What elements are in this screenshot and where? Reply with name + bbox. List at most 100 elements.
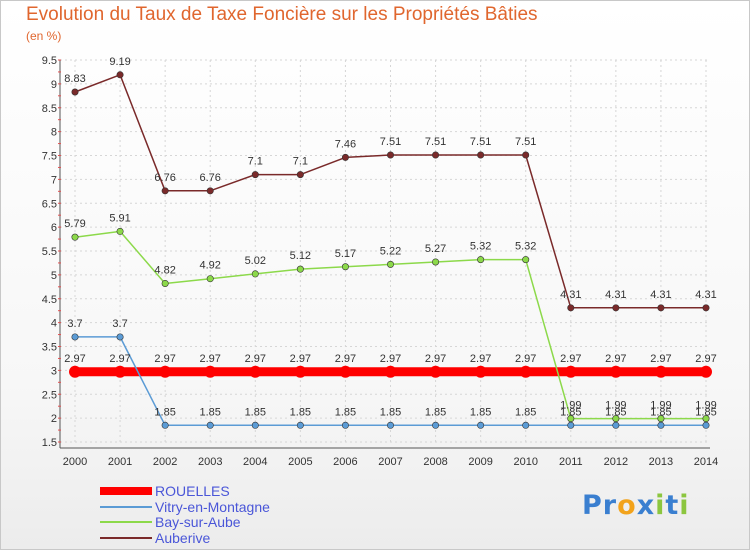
data-point-vitry-en-montagne [71, 333, 79, 341]
data-label-rouelles: 2.97 [245, 353, 266, 365]
data-label-vitry-en-montagne: 1.85 [380, 406, 401, 418]
data-label-vitry-en-montagne: 1.85 [650, 406, 671, 418]
data-label-vitry-en-montagne: 1.85 [335, 406, 356, 418]
data-point-bay-sur-aube [477, 256, 485, 264]
data-point-auberive [432, 151, 440, 159]
data-point-bay-sur-aube [657, 415, 665, 423]
data-label-rouelles: 2.97 [605, 353, 626, 365]
x-tick-label: 2007 [378, 456, 402, 468]
data-label-auberive: 7.51 [470, 136, 491, 148]
data-label-vitry-en-montagne: 1.85 [290, 406, 311, 418]
data-point-bay-sur-aube [251, 270, 259, 278]
proxiti-logo: Proxiti [582, 490, 690, 521]
data-label-rouelles: 2.97 [200, 353, 221, 365]
logo-letter: P [582, 490, 603, 521]
data-point-rouelles [159, 365, 172, 378]
y-tick-label: 8.5 [42, 103, 57, 115]
legend-swatch-auberive [100, 536, 152, 539]
data-point-bay-sur-aube [161, 279, 169, 287]
data-label-rouelles: 2.97 [695, 353, 716, 365]
y-tick-label: 4.5 [42, 294, 57, 306]
y-tick-label: 8 [51, 127, 57, 139]
data-label-bay-sur-aube: 5.12 [290, 250, 311, 262]
data-label-auberive: 7.1 [293, 156, 308, 168]
y-tick-label: 3.5 [42, 342, 57, 354]
data-point-vitry-en-montagne [341, 421, 349, 429]
data-label-auberive: 9.19 [109, 56, 130, 68]
data-point-rouelles [339, 365, 352, 378]
data-label-bay-sur-aube: 5.17 [335, 248, 356, 260]
logo-letter: o [617, 490, 637, 521]
data-point-bay-sur-aube [116, 227, 124, 235]
data-label-bay-sur-aube: 5.32 [515, 241, 536, 253]
data-point-vitry-en-montagne [522, 421, 530, 429]
data-point-bay-sur-aube [386, 260, 394, 268]
data-label-auberive: 6.76 [200, 172, 221, 184]
data-label-auberive: 4.31 [650, 289, 671, 301]
data-point-auberive [567, 304, 575, 312]
y-tick-label: 1.5 [42, 437, 57, 449]
data-label-vitry-en-montagne: 1.85 [470, 406, 491, 418]
y-tick-label: 5.5 [42, 246, 57, 258]
x-tick-label: 2004 [243, 456, 267, 468]
logo-letter: t [665, 490, 680, 521]
data-point-auberive [206, 187, 214, 195]
data-point-vitry-en-montagne [702, 421, 710, 429]
x-tick-label: 2005 [288, 456, 312, 468]
y-tick-label: 9 [51, 79, 57, 91]
data-point-rouelles [609, 365, 622, 378]
data-point-bay-sur-aube [206, 275, 214, 283]
data-label-rouelles: 2.97 [560, 353, 581, 365]
logo-letter: i [679, 490, 690, 521]
x-tick-label: 2006 [333, 456, 357, 468]
data-label-auberive: 7.46 [335, 138, 356, 150]
data-point-bay-sur-aube [341, 263, 349, 271]
data-point-vitry-en-montagne [161, 421, 169, 429]
data-point-auberive [612, 304, 620, 312]
y-tick-label: 6 [51, 222, 57, 234]
y-tick-label: 6.5 [42, 198, 57, 210]
logo-letter: r [602, 490, 618, 521]
legend-label-auberive: Auberive [155, 529, 211, 546]
data-point-auberive [522, 151, 530, 159]
data-point-vitry-en-montagne [567, 421, 575, 429]
data-label-auberive: 8.83 [64, 73, 85, 85]
data-point-vitry-en-montagne [206, 421, 214, 429]
data-point-rouelles [429, 365, 442, 378]
data-label-bay-sur-aube: 1.99 [560, 400, 581, 412]
x-tick-label: 2014 [694, 456, 718, 468]
legend-swatch-rouelles [100, 487, 152, 495]
data-point-bay-sur-aube [296, 265, 304, 273]
data-point-auberive [341, 153, 349, 161]
data-label-auberive: 4.31 [560, 289, 581, 301]
data-point-rouelles [519, 365, 532, 378]
legend-label-rouelles: ROUELLES [155, 483, 230, 499]
x-tick-label: 2000 [63, 456, 87, 468]
data-label-rouelles: 2.97 [335, 353, 356, 365]
data-label-vitry-en-montagne: 1.85 [425, 406, 446, 418]
data-point-auberive [296, 171, 304, 179]
data-point-rouelles [249, 365, 262, 378]
data-label-vitry-en-montagne: 1.85 [605, 406, 626, 418]
data-label-rouelles: 2.97 [425, 353, 446, 365]
data-point-rouelles [204, 365, 217, 378]
data-point-bay-sur-aube [612, 415, 620, 423]
data-label-bay-sur-aube: 4.82 [154, 264, 175, 276]
data-point-vitry-en-montagne [612, 421, 620, 429]
data-point-bay-sur-aube [567, 415, 575, 423]
data-label-rouelles: 2.97 [290, 353, 311, 365]
data-point-auberive [251, 171, 259, 179]
data-point-rouelles [654, 365, 667, 378]
data-point-vitry-en-montagne [477, 421, 485, 429]
data-point-vitry-en-montagne [116, 333, 124, 341]
data-point-vitry-en-montagne [657, 421, 665, 429]
data-label-auberive: 7.51 [515, 136, 536, 148]
data-point-bay-sur-aube [522, 256, 530, 264]
chart-title: Evolution du Taux de Taxe Foncière sur l… [26, 4, 538, 25]
legend-label-bay-sur-aube: Bay-sur-Aube [155, 514, 241, 530]
data-label-rouelles: 2.97 [650, 353, 671, 365]
data-label-vitry-en-montagne: 1.85 [200, 406, 221, 418]
data-label-auberive: 4.31 [695, 289, 716, 301]
logo-letter: x [636, 490, 656, 521]
